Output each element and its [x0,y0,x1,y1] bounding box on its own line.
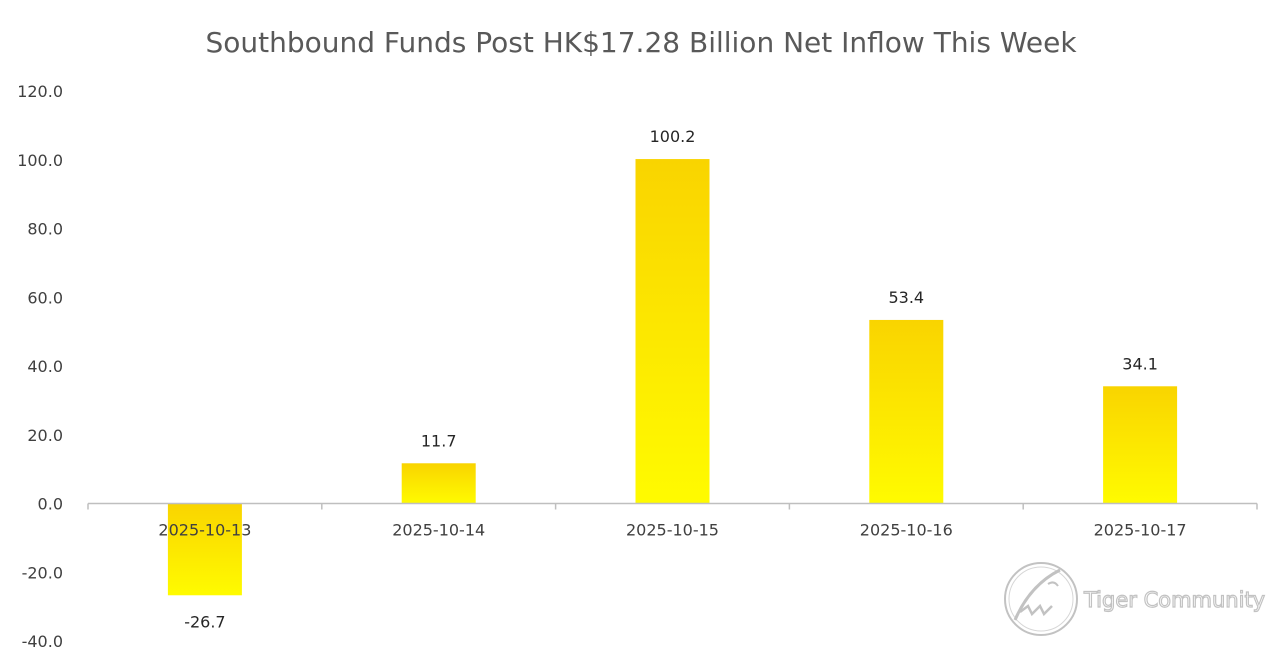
data-label: -26.7 [184,612,225,631]
x-category-label: 2025-10-13 [158,521,251,540]
watermark-text: Tiger Community [1083,588,1265,612]
y-tick-label: 80.0 [27,220,63,239]
y-tick-label: 60.0 [27,288,63,307]
bar [869,319,944,504]
data-label: 11.7 [421,431,457,450]
bar [167,503,242,596]
x-axis-category-labels: 2025-10-13 2025-10-14 2025-10-15 2025-10-16… [158,521,1186,540]
y-tick-label: 0.0 [38,495,63,514]
x-category-label: 2025-10-16 [860,521,953,540]
y-tick-label: 120.0 [17,82,63,101]
tiger-logo-icon [1004,562,1078,636]
y-tick-label: 20.0 [27,426,63,445]
chart-title: Southbound Funds Post HK$17.28 Billion N… [205,26,1077,59]
data-label: 53.4 [888,288,924,307]
x-category-label: 2025-10-14 [392,521,485,540]
data-label: 100.2 [650,127,696,146]
y-axis-tick-labels: 120.0 100.0 80.0 60.0 40.0 20.0 0.0 -20.0 -40.0 [17,82,63,651]
y-tick-label: 40.0 [27,357,63,376]
watermark: Tiger Community [1004,562,1266,636]
bar [1103,386,1178,504]
y-tick-label: -20.0 [22,563,63,582]
y-tick-label: -40.0 [22,632,63,651]
bar [401,463,476,504]
data-labels: -26.7 11.7 100.2 53.4 34.1 [184,127,1158,631]
y-tick-label: 100.0 [17,151,63,170]
x-axis [87,502,1258,510]
bar [635,159,710,504]
x-category-label: 2025-10-17 [1094,521,1187,540]
x-category-label: 2025-10-15 [626,521,719,540]
bars [167,159,1178,596]
data-label: 34.1 [1122,354,1158,373]
